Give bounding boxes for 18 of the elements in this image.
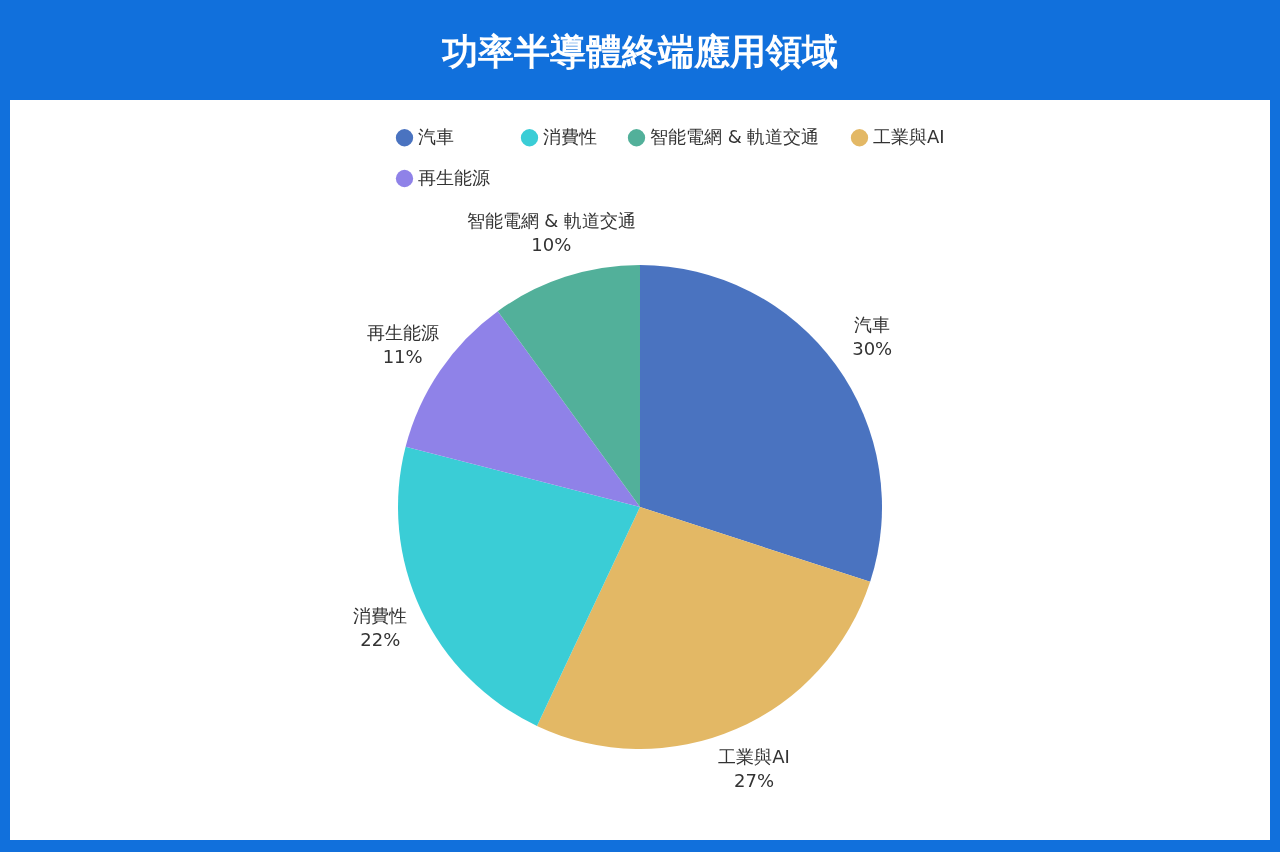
pie-slice bbox=[497, 265, 640, 507]
slice-label: 工業與AI bbox=[718, 746, 790, 768]
legend-label: 汽車 bbox=[418, 125, 454, 147]
legend-label: 再生能源 bbox=[418, 166, 490, 188]
legend-label: 消費性 bbox=[543, 125, 597, 147]
data-label: 11% bbox=[382, 345, 423, 367]
slice-label: 再生能源 bbox=[366, 321, 439, 343]
slice-label: 消費性 bbox=[353, 605, 408, 627]
slice-label: 汽車 bbox=[854, 314, 891, 336]
slice-label: 智能電網 & 軌道交通 bbox=[466, 210, 637, 232]
data-label: 27% bbox=[733, 770, 774, 792]
legend-label: 工業與AI bbox=[873, 125, 945, 147]
data-label: 22% bbox=[360, 629, 401, 651]
legend-label: 智能電網 & 軌道交通 bbox=[650, 125, 820, 147]
data-label: 30% bbox=[852, 338, 893, 360]
pie-slice bbox=[536, 507, 871, 749]
chart-title: 功率半導體終端應用領域 bbox=[441, 31, 838, 72]
data-label: 10% bbox=[531, 234, 572, 256]
